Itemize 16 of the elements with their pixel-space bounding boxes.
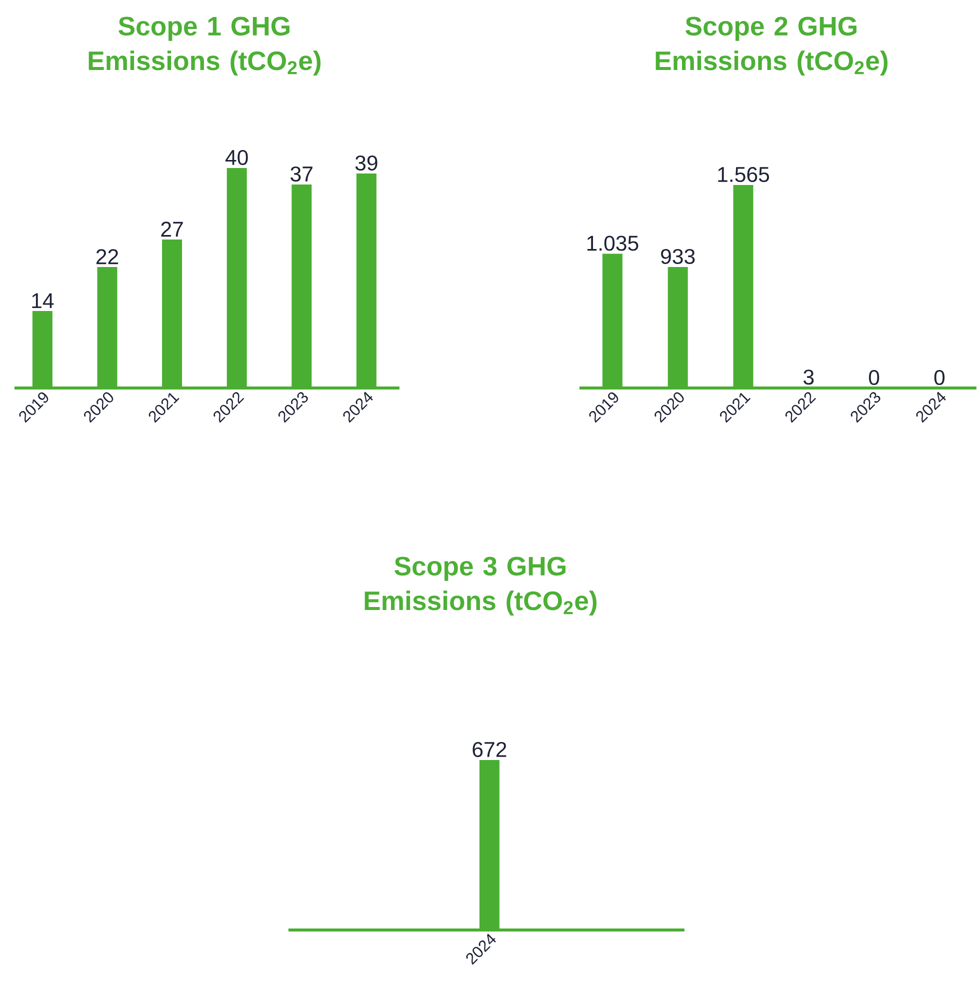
data-label: 37 — [290, 166, 312, 182]
data-label: 0 — [868, 370, 879, 386]
data-label: 22 — [96, 249, 118, 264]
data-label: 1.565 — [718, 166, 769, 182]
data-label: 0 — [934, 370, 944, 386]
data-label: 1.035 — [587, 236, 638, 251]
data-label: 27 — [161, 222, 183, 237]
data-label: 40 — [225, 150, 248, 166]
chart-title: Scope 2 GHG Emissions (tCO$_{2}$e) — [656, 16, 888, 76]
chart-title: Scope 1 GHG Emissions (tCO$_{2}$e) — [88, 16, 320, 76]
data-label: 3 — [803, 370, 814, 385]
chart-title: Scope 3 GHG Emissions (tCO$_{2}$e) — [364, 556, 596, 616]
data-label: 933 — [660, 248, 694, 264]
data-label: 672 — [472, 742, 506, 758]
data-label: 14 — [32, 293, 54, 308]
data-label: 39 — [355, 155, 378, 171]
